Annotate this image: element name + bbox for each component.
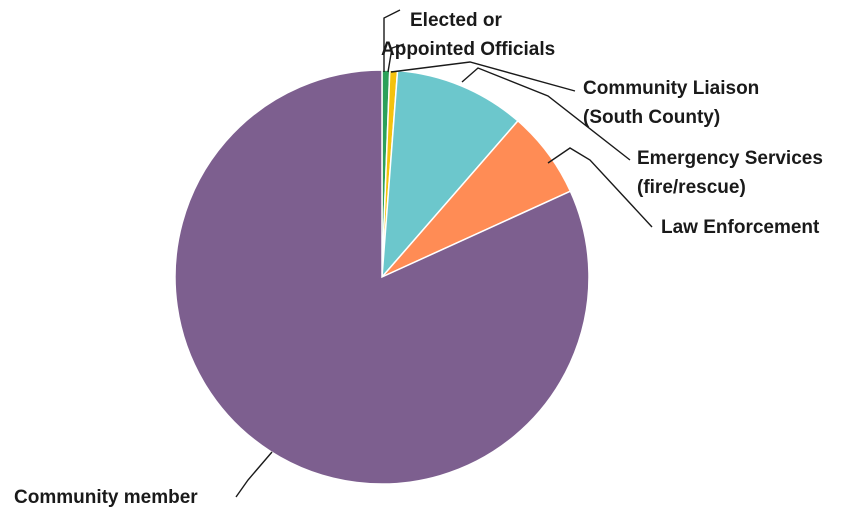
slice-labels: Elected or Appointed Officials Community L… — [14, 10, 823, 508]
label-line: (fire/rescue) — [637, 177, 746, 198]
pie-slice-emergency-services-fire-rescue — [381, 69, 519, 280]
pie-slices — [174, 69, 590, 485]
leader-line-elected-hook — [387, 43, 405, 73]
label-line: (South County) — [583, 107, 720, 128]
label-law-enforcement: Law Enforcement — [661, 217, 820, 238]
label-line: Community member — [14, 487, 198, 508]
leader-line-law-enforcement — [547, 147, 653, 228]
label-community-liaison-south-county: Community Liaison (South County) — [583, 78, 759, 128]
leader-line-community-member — [235, 451, 273, 498]
label-line: Community Liaison — [583, 78, 759, 99]
leader-line-elected-or-appointed-officials — [383, 9, 401, 72]
label-community-member: Community member — [14, 487, 198, 508]
pie-slice-community-member — [174, 69, 590, 485]
leader-line-community-liaison-south-county — [390, 61, 576, 92]
leader-lines — [235, 9, 653, 498]
label-line: Law Enforcement — [661, 217, 820, 238]
label-line: Elected or — [410, 10, 502, 31]
leader-line-emergency-services-fire-rescue — [461, 67, 631, 161]
label-elected-or-appointed-officials: Elected or Appointed Officials — [381, 10, 555, 60]
label-emergency-services-fire-rescue: Emergency Services (fire/rescue) — [637, 148, 823, 198]
label-line: Appointed Officials — [381, 39, 555, 60]
label-line: Emergency Services — [637, 148, 823, 169]
